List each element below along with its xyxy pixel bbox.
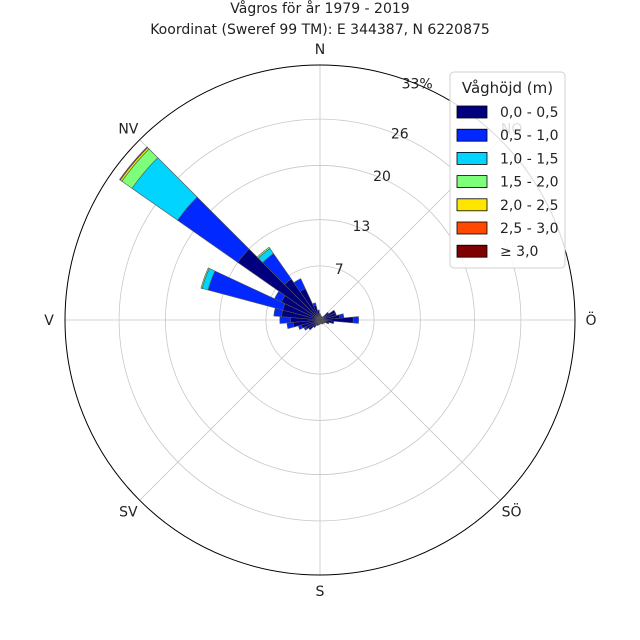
direction-label-V: V	[44, 313, 54, 329]
legend-title: Våghöjd (m)	[462, 79, 553, 97]
legend-entry-label: 2,0 - 2,5	[500, 198, 558, 214]
legend-entry-label: 0,5 - 1,0	[500, 128, 558, 144]
rose-wedge	[286, 322, 295, 329]
rose-wedge	[312, 302, 317, 307]
radial-tick-label: 13	[352, 219, 370, 235]
direction-label-SÖ: SÖ	[502, 503, 522, 521]
rose-wedge	[256, 246, 271, 259]
legend-entry-label: ≥ 3,0	[500, 244, 538, 260]
legend-entry-label: 2,5 - 3,0	[500, 221, 558, 237]
legend-swatch	[456, 198, 488, 212]
legend-swatch	[456, 105, 488, 119]
direction-label-Ö: Ö	[585, 311, 596, 329]
direction-label-SV: SV	[119, 505, 138, 521]
rose-wedge	[200, 267, 210, 289]
rose-wedge	[119, 146, 148, 181]
rose-wedge	[293, 278, 306, 292]
legend-swatch	[456, 151, 488, 165]
legend: Våghöjd (m) 0,0 - 0,5 0,5 - 1,0 1,0 - 1,5 1,…	[449, 71, 566, 269]
legend-entry-label: 1,5 - 2,0	[500, 175, 558, 191]
direction-label-S: S	[316, 584, 325, 600]
direction-label-N: N	[315, 42, 325, 58]
radial-tick-label: 26	[391, 126, 409, 142]
legend-box	[449, 71, 566, 269]
grid-spoke	[319, 319, 501, 501]
legend-swatch	[456, 175, 488, 189]
radial-max-label: 33%	[402, 76, 433, 92]
legend-swatch	[456, 221, 488, 235]
grid-spoke	[139, 319, 321, 501]
rose-bars	[119, 146, 359, 331]
direction-label-NV: NV	[118, 121, 138, 137]
radial-tick-label: 20	[373, 169, 391, 185]
chart-title: Vågros för år 1979 - 2019	[230, 0, 409, 17]
legend-entry-label: 1,0 - 1,5	[500, 151, 558, 167]
legend-entry-label: 0,0 - 0,5	[500, 105, 558, 121]
outer-circle	[64, 64, 576, 576]
rose-wedge	[317, 309, 320, 312]
rose-wedge	[352, 316, 359, 324]
chart-subtitle: Koordinat (Sweref 99 TM): E 344387, N 62…	[150, 22, 490, 38]
radial-tick-labels: 7 13 20 26 33%	[335, 76, 433, 278]
legend-swatch	[456, 244, 488, 258]
radial-tick-label: 7	[335, 262, 344, 278]
legend-swatch	[456, 128, 488, 142]
rose-wedge	[339, 313, 345, 319]
